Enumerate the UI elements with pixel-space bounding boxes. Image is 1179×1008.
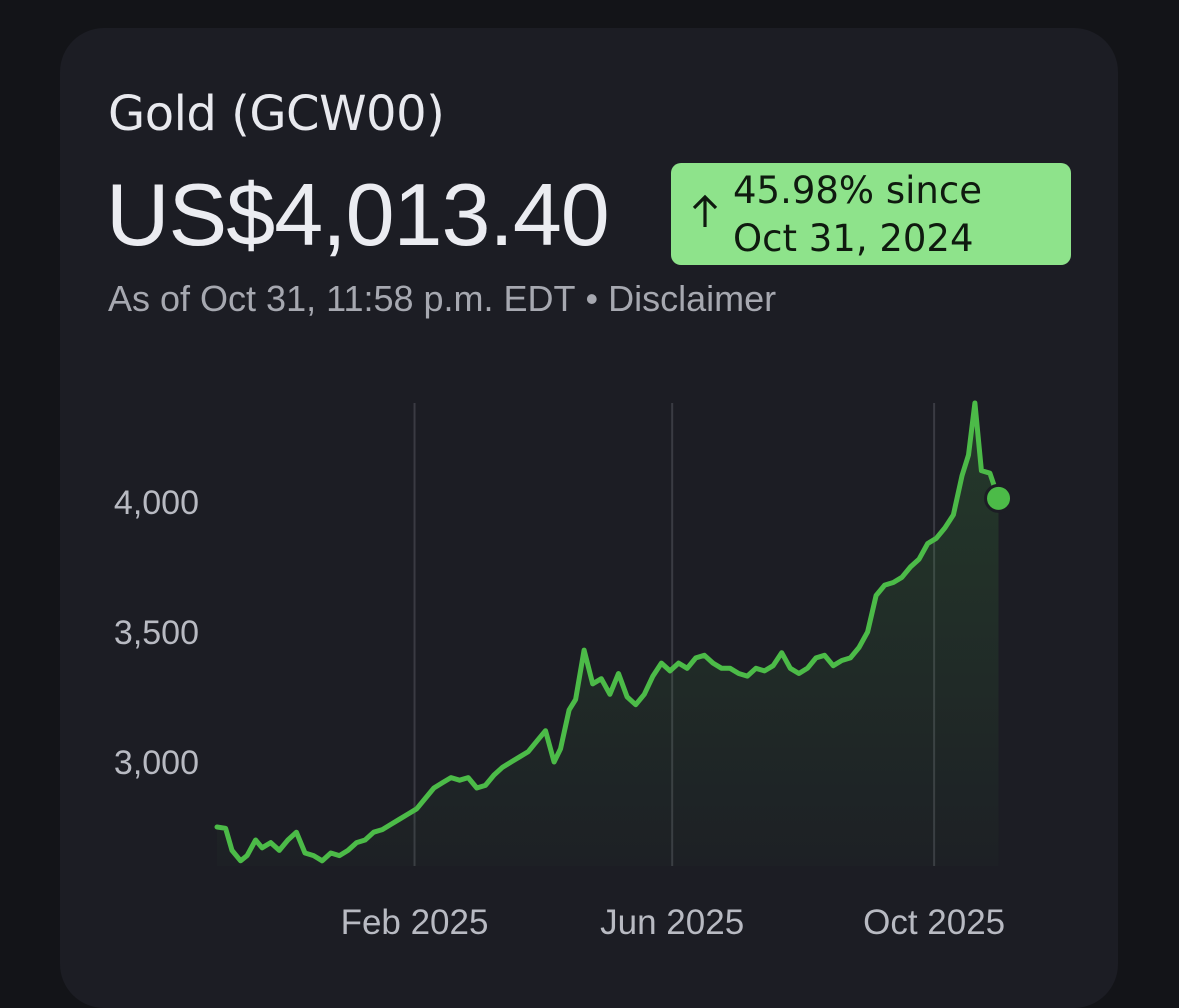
latest-point-marker (984, 483, 1014, 513)
price-line (214, 400, 1001, 864)
separator-dot: • (585, 278, 599, 319)
instrument-title: Gold (GCW00) (108, 86, 445, 142)
x-tick-label: Oct 2025 (863, 903, 1005, 942)
x-tick-label: Feb 2025 (341, 903, 489, 942)
change-text: 45.98% since Oct 31, 2024 (733, 167, 982, 263)
y-tick-label: 4,000 (114, 484, 199, 522)
change-percent: 45.98% since (733, 169, 982, 212)
as-of-timestamp: As of Oct 31, 11:58 p.m. EDT (108, 278, 576, 319)
y-tick-label: 3,500 (114, 614, 199, 652)
change-badge: 45.98% since Oct 31, 2024 (671, 163, 1071, 265)
disclaimer-link[interactable]: Disclaimer (608, 278, 777, 319)
price-chart[interactable]: Feb 2025 Jun 2025 Oct 2025 3,000 3,500 4,000 (0, 0, 1179, 984)
x-tick-label: Jun 2025 (600, 903, 744, 942)
y-tick-label: 3,000 (114, 744, 199, 782)
current-price: US$4,013.40 (106, 165, 610, 264)
price-area-fill (217, 403, 999, 866)
change-since-date: Oct 31, 2024 (733, 217, 974, 260)
as-of-line: As of Oct 31, 11:58 p.m. EDT • Disclaimer (108, 278, 776, 320)
arrow-up-icon (692, 194, 718, 227)
